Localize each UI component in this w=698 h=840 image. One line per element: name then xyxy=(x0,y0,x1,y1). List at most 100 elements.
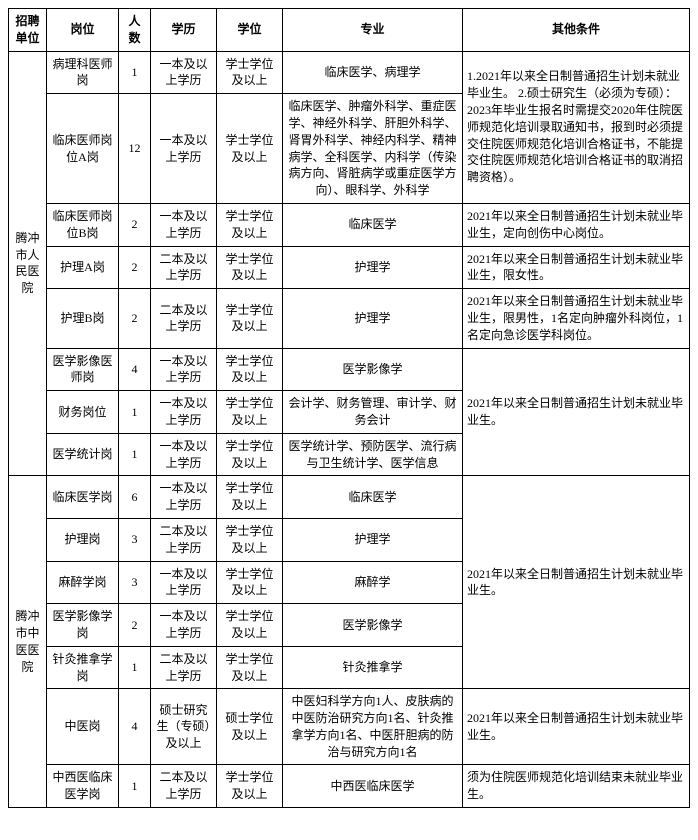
count: 2 xyxy=(119,289,151,348)
major: 针灸推拿学 xyxy=(283,646,463,689)
major: 护理学 xyxy=(283,246,463,289)
degree: 学士学位及以上 xyxy=(217,561,283,604)
recruitment-table: 招聘单位 岗位 人数 学历 学位 专业 其他条件 腾冲市人民医院 病理科医师岗 … xyxy=(8,8,690,808)
other: 2021年以来全日制普通招生计划未就业毕业生，定向创伤中心岗位。 xyxy=(463,203,690,246)
table-row: 医学影像医师岗 4 一本及以上学历 学士学位及以上 医学影像学 2021年以来全… xyxy=(9,348,690,391)
count: 4 xyxy=(119,689,151,765)
edu: 一本及以上学历 xyxy=(151,561,217,604)
other: 须为住院医师规范化培训结束未就业毕业生。 xyxy=(463,765,690,808)
post: 针灸推拿学岗 xyxy=(47,646,119,689)
h-post: 岗位 xyxy=(47,9,119,52)
major: 麻醉学 xyxy=(283,561,463,604)
table-row: 中医岗 4 硕士研究生（专硕）及以上 硕士学位及以上 中医妇科学方向1人、皮肤病… xyxy=(9,689,690,765)
post: 护理岗 xyxy=(47,518,119,561)
degree: 硕士学位及以上 xyxy=(217,689,283,765)
degree: 学士学位及以上 xyxy=(217,476,283,519)
edu: 一本及以上学历 xyxy=(151,391,217,434)
edu: 一本及以上学历 xyxy=(151,604,217,647)
other: 2021年以来全日制普通招生计划未就业毕业生，限男性，1名定向肿瘤外科岗位，1名… xyxy=(463,289,690,348)
unit-cell: 腾冲市人民医院 xyxy=(9,51,47,476)
table-row: 腾冲市中医医院 临床医学岗 6 一本及以上学历 学士学位及以上 临床医学 202… xyxy=(9,476,690,519)
edu: 一本及以上学历 xyxy=(151,348,217,391)
edu: 二本及以上学历 xyxy=(151,246,217,289)
count: 1 xyxy=(119,646,151,689)
major: 医学影像学 xyxy=(283,348,463,391)
count: 12 xyxy=(119,94,151,204)
degree: 学士学位及以上 xyxy=(217,391,283,434)
count: 6 xyxy=(119,476,151,519)
post: 麻醉学岗 xyxy=(47,561,119,604)
h-unit: 招聘单位 xyxy=(9,9,47,52)
post: 临床医师岗位B岗 xyxy=(47,203,119,246)
edu: 一本及以上学历 xyxy=(151,51,217,94)
post: 病理科医师岗 xyxy=(47,51,119,94)
post: 中西医临床医学岗 xyxy=(47,765,119,808)
degree: 学士学位及以上 xyxy=(217,604,283,647)
edu: 二本及以上学历 xyxy=(151,646,217,689)
major: 医学统计学、预防医学、流行病与卫生统计学、医学信息 xyxy=(283,433,463,476)
degree: 学士学位及以上 xyxy=(217,51,283,94)
degree: 学士学位及以上 xyxy=(217,646,283,689)
other: 2021年以来全日制普通招生计划未就业毕业生，限女性。 xyxy=(463,246,690,289)
h-count: 人数 xyxy=(119,9,151,52)
h-other: 其他条件 xyxy=(463,9,690,52)
major: 临床医学、肿瘤外科学、重症医学、神经外科学、肝胆外科学、肾胃外科学、神经内科学、… xyxy=(283,94,463,204)
edu: 硕士研究生（专硕）及以上 xyxy=(151,689,217,765)
count: 4 xyxy=(119,348,151,391)
post: 临床医师岗位A岗 xyxy=(47,94,119,204)
header-row: 招聘单位 岗位 人数 学历 学位 专业 其他条件 xyxy=(9,9,690,52)
degree: 学士学位及以上 xyxy=(217,433,283,476)
major: 临床医学 xyxy=(283,476,463,519)
major: 会计学、财务管理、审计学、财务会计 xyxy=(283,391,463,434)
degree: 学士学位及以上 xyxy=(217,246,283,289)
major: 护理学 xyxy=(283,518,463,561)
h-edu: 学历 xyxy=(151,9,217,52)
edu: 一本及以上学历 xyxy=(151,433,217,476)
post: 临床医学岗 xyxy=(47,476,119,519)
table-row: 临床医师岗位B岗 2 一本及以上学历 学士学位及以上 临床医学 2021年以来全… xyxy=(9,203,690,246)
major: 医学影像学 xyxy=(283,604,463,647)
major: 中医妇科学方向1人、皮肤病的中医防治研究方向1名、针灸推拿学方向1名、中医肝胆病… xyxy=(283,689,463,765)
degree: 学士学位及以上 xyxy=(217,289,283,348)
edu: 二本及以上学历 xyxy=(151,518,217,561)
h-major: 专业 xyxy=(283,9,463,52)
degree: 学士学位及以上 xyxy=(217,518,283,561)
other: 2021年以来全日制普通招生计划未就业毕业生。 xyxy=(463,476,690,689)
edu: 一本及以上学历 xyxy=(151,476,217,519)
other: 2021年以来全日制普通招生计划未就业毕业生。 xyxy=(463,348,690,476)
table-row: 护理B岗 2 二本及以上学历 学士学位及以上 护理学 2021年以来全日制普通招… xyxy=(9,289,690,348)
count: 1 xyxy=(119,391,151,434)
post: 医学统计岗 xyxy=(47,433,119,476)
unit-cell: 腾冲市中医医院 xyxy=(9,476,47,808)
major: 临床医学、病理学 xyxy=(283,51,463,94)
edu: 一本及以上学历 xyxy=(151,94,217,204)
post: 中医岗 xyxy=(47,689,119,765)
count: 3 xyxy=(119,561,151,604)
count: 1 xyxy=(119,433,151,476)
degree: 学士学位及以上 xyxy=(217,94,283,204)
table-row: 腾冲市人民医院 病理科医师岗 1 一本及以上学历 学士学位及以上 临床医学、病理… xyxy=(9,51,690,94)
post: 医学影像医师岗 xyxy=(47,348,119,391)
table-row: 护理A岗 2 二本及以上学历 学士学位及以上 护理学 2021年以来全日制普通招… xyxy=(9,246,690,289)
other: 1.2021年以来全日制普通招生计划未就业毕业生。 2.硕士研究生（必须为专硕）… xyxy=(463,51,690,203)
edu: 二本及以上学历 xyxy=(151,289,217,348)
degree: 学士学位及以上 xyxy=(217,203,283,246)
post: 财务岗位 xyxy=(47,391,119,434)
edu: 一本及以上学历 xyxy=(151,203,217,246)
count: 1 xyxy=(119,51,151,94)
edu: 二本及以上学历 xyxy=(151,765,217,808)
count: 2 xyxy=(119,604,151,647)
count: 3 xyxy=(119,518,151,561)
count: 2 xyxy=(119,246,151,289)
degree: 学士学位及以上 xyxy=(217,765,283,808)
other: 2021年以来全日制普通招生计划未就业毕业生。 xyxy=(463,689,690,765)
count: 2 xyxy=(119,203,151,246)
post: 护理A岗 xyxy=(47,246,119,289)
major: 护理学 xyxy=(283,289,463,348)
post: 护理B岗 xyxy=(47,289,119,348)
degree: 学士学位及以上 xyxy=(217,348,283,391)
major: 临床医学 xyxy=(283,203,463,246)
h-degree: 学位 xyxy=(217,9,283,52)
major: 中西医临床医学 xyxy=(283,765,463,808)
count: 1 xyxy=(119,765,151,808)
